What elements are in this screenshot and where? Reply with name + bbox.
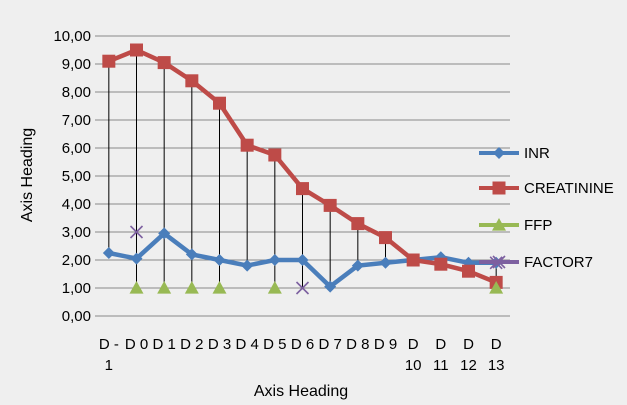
data-point-creatinine: [213, 96, 226, 110]
data-point-creatinine: [462, 264, 475, 278]
x-tick-label: D 0: [125, 336, 148, 353]
data-point-ffp: [267, 281, 282, 294]
data-point-creatinine: [268, 148, 282, 162]
y-tick-label: 9,00: [62, 56, 91, 73]
data-point-creatinine: [157, 56, 171, 70]
x-tick-label: D 3: [208, 336, 231, 353]
data-point-creatinine: [351, 217, 365, 231]
x-tick-label: D 4: [235, 336, 258, 353]
legend-marker-factor7-icon: [492, 255, 506, 269]
y-tick-label: 4,00: [62, 196, 91, 213]
legend-label: CREATININE: [524, 180, 614, 197]
y-tick-label: 2,00: [62, 252, 91, 269]
legend-item-creatinine: CREATININE: [479, 180, 614, 197]
x-tick-label: D 6: [291, 336, 314, 353]
x-tick-label: D 1: [152, 336, 175, 353]
legend-item-ffp: FFP: [479, 217, 552, 234]
legend: INR CREATININE FFP FACTOR7: [479, 145, 614, 271]
data-point-inr: [268, 254, 281, 266]
y-tick-label: 0,00: [62, 308, 91, 325]
data-point-factor7: [129, 225, 144, 239]
x-tick-label: 1: [105, 357, 113, 374]
data-point-ffp: [212, 281, 227, 294]
data-point-inr: [241, 259, 254, 272]
y-tick-label: 7,00: [62, 112, 91, 129]
y-tick-label: 10,00: [53, 28, 91, 45]
x-tick-label: 10: [405, 357, 422, 374]
legend-label: FFP: [524, 217, 552, 234]
data-point-inr: [379, 256, 392, 269]
x-tick-label: D 8: [346, 336, 369, 353]
data-point-inr: [351, 259, 364, 272]
data-point-creatinine: [185, 74, 199, 88]
x-tick-label: D 5: [263, 336, 286, 353]
data-point-factor7: [295, 281, 310, 295]
x-tick-label: 13: [488, 357, 505, 374]
data-point-creatinine: [240, 138, 254, 152]
data-point-inr: [324, 280, 337, 293]
legend-marker-ffp-icon: [492, 218, 506, 231]
data-point-inr: [130, 252, 143, 265]
y-axis-title: Axis Heading: [19, 128, 36, 222]
data-point-inr: [158, 227, 171, 240]
data-point-creatinine: [434, 257, 448, 271]
x-tick-label: 12: [460, 357, 477, 374]
legend-item-inr: INR: [479, 145, 550, 162]
y-tick-label: 5,00: [62, 168, 91, 185]
x-tick-label: D 7: [318, 336, 341, 353]
y-axis-ticks: 0,00 1,00 2,00 3,00 4,00 5,00 6,00 7,00 8,00 9,00…: [53, 28, 91, 325]
data-point-inr: [102, 247, 115, 259]
series-layer: [102, 43, 504, 295]
x-tick-label: D 2: [180, 336, 203, 353]
data-point-creatinine: [130, 43, 143, 57]
data-point-inr: [296, 254, 309, 266]
legend-marker-creatinine-icon: [492, 181, 506, 195]
data-point-inr: [213, 254, 226, 266]
data-point-ffp: [184, 281, 199, 294]
data-point-creatinine: [296, 182, 309, 196]
y-tick-label: 8,00: [62, 84, 91, 101]
high-low-lines: [108, 50, 497, 288]
y-tick-label: 3,00: [62, 224, 91, 241]
x-tick-label: D: [463, 336, 474, 353]
legend-marker-inr-icon: [493, 147, 505, 159]
data-point-creatinine: [406, 253, 420, 267]
data-point-creatinine: [379, 231, 392, 245]
data-point-ffp: [157, 281, 172, 294]
data-point-creatinine: [102, 54, 116, 68]
data-point-inr: [185, 248, 198, 261]
x-axis-title: Axis Heading: [254, 383, 348, 400]
y-tick-label: 1,00: [62, 280, 91, 297]
data-point-creatinine: [323, 198, 337, 212]
legend-item-factor7: FACTOR7: [479, 254, 593, 271]
y-tick-label: 6,00: [62, 140, 91, 157]
legend-label: INR: [524, 145, 550, 162]
series-creatinine: [102, 43, 503, 289]
data-point-ffp: [489, 281, 504, 294]
x-tick-label: D: [408, 336, 419, 353]
x-tick-label: D: [491, 336, 502, 353]
x-tick-label: D 9: [374, 336, 397, 353]
series-ffp: [129, 281, 504, 294]
data-point-ffp: [129, 281, 144, 294]
x-tick-label: D: [435, 336, 446, 353]
x-tick-label: 11: [433, 357, 449, 374]
x-tick-label: D -: [99, 336, 119, 353]
legend-label: FACTOR7: [524, 254, 593, 271]
